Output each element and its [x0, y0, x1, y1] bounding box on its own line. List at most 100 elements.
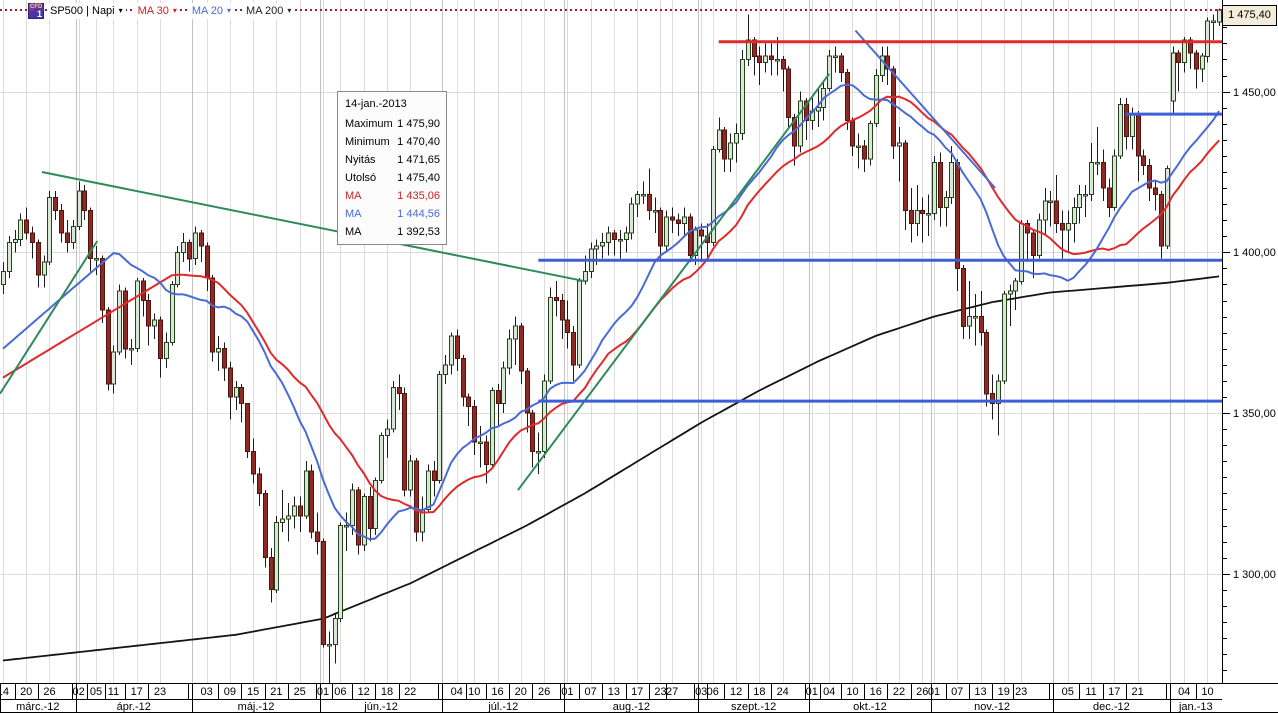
- candle: [175, 245, 180, 288]
- date-axis[interactable]: márc.-12 14 20 26 ápr.-12 02 05 11 17 23 máj.-12 03…: [0, 683, 1278, 713]
- candle: [30, 226, 35, 259]
- instrument-cfd-icon: CFD 1: [28, 3, 44, 19]
- x-axis-day-label: 17: [1108, 686, 1120, 698]
- ma30-line[interactable]: [2, 95, 1220, 514]
- candle: [629, 197, 634, 240]
- x-axis-day-label: 17: [131, 686, 143, 698]
- candle: [437, 371, 442, 484]
- x-axis-day-label: 20: [20, 686, 32, 698]
- candle: [664, 210, 669, 253]
- x-axis-day-label: 07: [951, 686, 963, 698]
- candle: [955, 159, 960, 291]
- candles-layer[interactable]: [1, 8, 1222, 683]
- tooltip-row-open: Nyitás 1 471,65: [345, 154, 440, 166]
- candle: [1048, 191, 1053, 227]
- x-axis-day-label: 21: [1131, 686, 1143, 698]
- candle: [513, 316, 518, 365]
- chevron-down-icon: ▾: [287, 6, 292, 15]
- candle: [571, 326, 576, 381]
- x-axis-day-label: 22: [404, 686, 416, 698]
- candle: [152, 313, 157, 340]
- ma20-line[interactable]: [2, 83, 1220, 541]
- x-axis-day-label: 04: [451, 686, 463, 698]
- candle: [129, 339, 134, 365]
- candle: [850, 117, 855, 156]
- candle: [18, 213, 23, 246]
- candle: [269, 548, 274, 603]
- x-axis-month-label: márc.-12: [16, 701, 59, 713]
- trendline[interactable]: [0, 240, 99, 395]
- ma200-selector[interactable]: MA 200 ▾: [243, 3, 295, 19]
- candle: [1211, 14, 1216, 41]
- candle: [245, 402, 250, 458]
- candle: [94, 245, 99, 275]
- x-axis-day-label: 13: [974, 686, 986, 698]
- candle: [641, 181, 646, 205]
- candle: [164, 332, 169, 368]
- candle: [123, 287, 128, 359]
- candle: [647, 168, 652, 221]
- candle: [239, 384, 244, 423]
- ma20-selector[interactable]: MA 20 ▾: [188, 3, 235, 19]
- x-axis-day-label: 25: [294, 686, 306, 698]
- tooltip-row-minimum: Minimum 1 470,40: [345, 136, 440, 148]
- candle: [920, 197, 925, 243]
- candle: [688, 213, 693, 262]
- candle: [117, 284, 122, 356]
- y-axis-price-label: 1 400,00: [1233, 247, 1276, 259]
- ma30-selector[interactable]: MA 30 ▾: [134, 3, 180, 19]
- candle: [292, 496, 297, 529]
- cfd-icon-text: CFD: [30, 4, 43, 10]
- trendline[interactable]: [41, 171, 585, 283]
- candle: [1147, 159, 1152, 201]
- candle: [455, 329, 460, 372]
- candle: [705, 223, 710, 259]
- candle: [763, 43, 768, 73]
- candle: [77, 181, 82, 230]
- candle: [315, 512, 320, 555]
- x-axis-day-label: 03: [200, 686, 212, 698]
- candle: [1107, 178, 1112, 217]
- trendline[interactable]: [517, 73, 831, 491]
- candle: [222, 342, 227, 381]
- x-axis-day-label: 26: [43, 686, 55, 698]
- candle: [181, 233, 186, 262]
- x-axis-day-label: 23: [1015, 686, 1027, 698]
- candle: [606, 226, 611, 256]
- candle: [344, 512, 349, 552]
- candle: [839, 53, 844, 82]
- candle: [466, 393, 471, 426]
- candle: [897, 127, 902, 182]
- candle: [426, 464, 431, 513]
- candle: [385, 419, 390, 458]
- x-axis-day-label: 27: [666, 686, 678, 698]
- trendline[interactable]: [854, 29, 996, 189]
- x-axis-day-label: 12: [730, 686, 742, 698]
- candle: [36, 239, 41, 288]
- x-axis-month-label: jún.-12: [363, 701, 398, 713]
- ma200-line[interactable]: [2, 275, 1220, 662]
- chart-legend: CFD 1 SP500 | Napi ▾ MA 30 ▾ MA 20 ▾ MA …: [28, 2, 303, 20]
- instrument-name: SP500 | Napi: [50, 5, 115, 17]
- price-axis[interactable]: 1 450,00 1 400,00 1 350,00 1 300,00: [1222, 0, 1278, 713]
- x-axis-month-label: aug.-12: [613, 701, 650, 713]
- ohlc-data-window: 14-jan.-2013 Maximum 1 475,90 Minimum 1 47…: [337, 91, 447, 245]
- candle: [1200, 53, 1205, 82]
- candle: [373, 477, 378, 536]
- candle: [7, 236, 12, 278]
- x-axis-day-label: 10: [1201, 686, 1213, 698]
- candle: [769, 43, 774, 76]
- candle: [501, 361, 506, 413]
- candle: [187, 239, 192, 272]
- candle: [717, 117, 722, 153]
- instrument-selector[interactable]: SP500 | Napi ▾: [47, 3, 126, 19]
- candle: [1118, 98, 1123, 160]
- x-axis-day-label: 16: [870, 686, 882, 698]
- candle: [205, 242, 210, 291]
- candle: [862, 139, 867, 172]
- candle: [880, 46, 885, 82]
- candle: [402, 387, 407, 497]
- candle: [1066, 210, 1071, 253]
- candle: [461, 355, 466, 407]
